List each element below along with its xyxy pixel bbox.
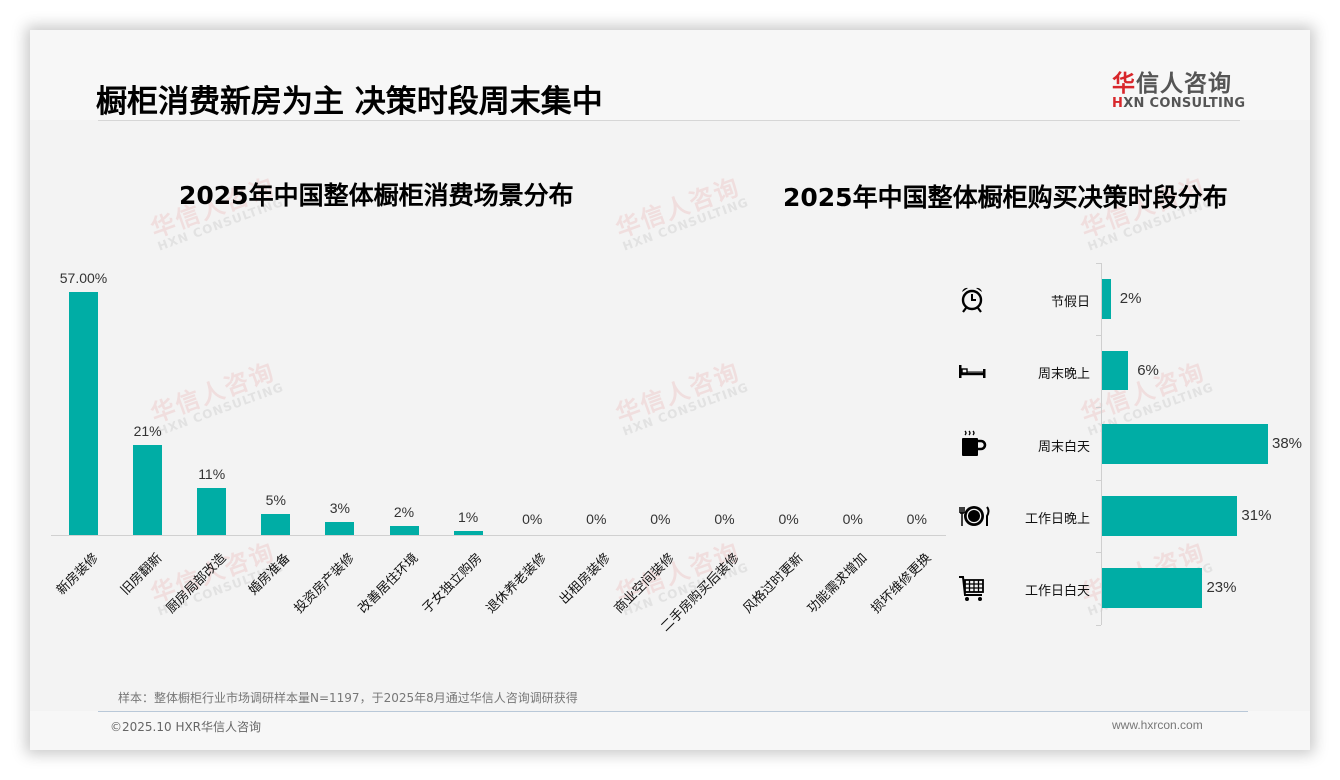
bar [133,445,163,535]
data-label: 0% [778,511,799,527]
slide: 橱柜消费新房为主 决策时段周末集中 华信人咨询 HXN CONSULTING 华… [30,30,1310,750]
y-category-label: 工作日晚上 [1024,512,1090,527]
bar [261,513,291,535]
brand-logo: 华信人咨询 HXN CONSULTING [1112,64,1246,111]
data-label: 0% [842,511,863,527]
bar [1102,496,1238,536]
y-tick [1096,407,1101,408]
alarm-clock-icon [957,284,987,314]
y-tick [1096,552,1101,553]
bar [389,526,419,535]
data-label: 2% [393,504,415,521]
data-label: 6% [1137,362,1159,379]
data-label: 0% [714,511,735,527]
data-label: 1% [457,508,479,525]
bar [1102,568,1203,608]
bar [325,522,355,535]
y-axis-line [1101,263,1102,625]
sample-note: 样本：整体橱柜行业市场调研样本量N=1197，于2025年8月通过华信人咨询调研… [118,691,578,705]
bar [453,530,483,535]
logo-cn: 华信人咨询 [1112,71,1232,97]
y-tick [1096,263,1101,264]
y-tick [1096,335,1101,336]
y-tick [1096,625,1101,626]
x-category-label: 新房装修 [53,550,101,599]
data-label: 0% [522,511,543,527]
right-chart-title: 2025年中国整体橱柜购买决策时段分布 [783,183,1228,212]
plate-cutlery-icon [957,501,990,531]
data-label: 0% [586,511,607,527]
data-label: 0% [906,511,927,527]
footer-band [30,711,1310,750]
shopping-cart-icon [957,573,987,603]
data-label: 31% [1241,507,1272,524]
title-band [30,30,1310,120]
data-label: 21% [133,423,162,440]
data-label: 0% [650,511,671,527]
website-link[interactable]: www.hxrcon.com [1112,718,1203,732]
y-tick [1096,480,1101,481]
y-category-label: 周末晚上 [1037,367,1090,382]
copyright: ©2025.10 HXR华信人咨询 [110,720,262,734]
y-category-label: 节假日 [1050,295,1090,310]
bar [69,292,98,535]
bar [1102,424,1268,464]
data-label: 23% [1206,579,1237,596]
coffee-mug-icon [957,429,987,459]
data-label: 3% [329,500,350,517]
logo-en: HXN CONSULTING [1112,96,1246,111]
data-label: 11% [198,466,226,483]
y-category-label: 周末白天 [1037,440,1090,455]
title-divider [98,120,1240,121]
bar [1102,279,1111,319]
bar [197,488,227,535]
bar [1102,351,1129,390]
x-axis-line [51,535,946,536]
data-label: 5% [265,491,286,508]
y-category-label: 工作日白天 [1024,584,1090,599]
page-title: 橱柜消费新房为主 决策时段周末集中 [96,84,603,120]
data-label: 57.00% [59,270,108,286]
left-chart-title: 2025年中国整体橱柜消费场景分布 [179,181,574,210]
data-label: 38% [1272,435,1303,452]
data-label: 2% [1119,290,1142,307]
bed-icon [957,356,987,386]
footer-divider [98,711,1248,712]
